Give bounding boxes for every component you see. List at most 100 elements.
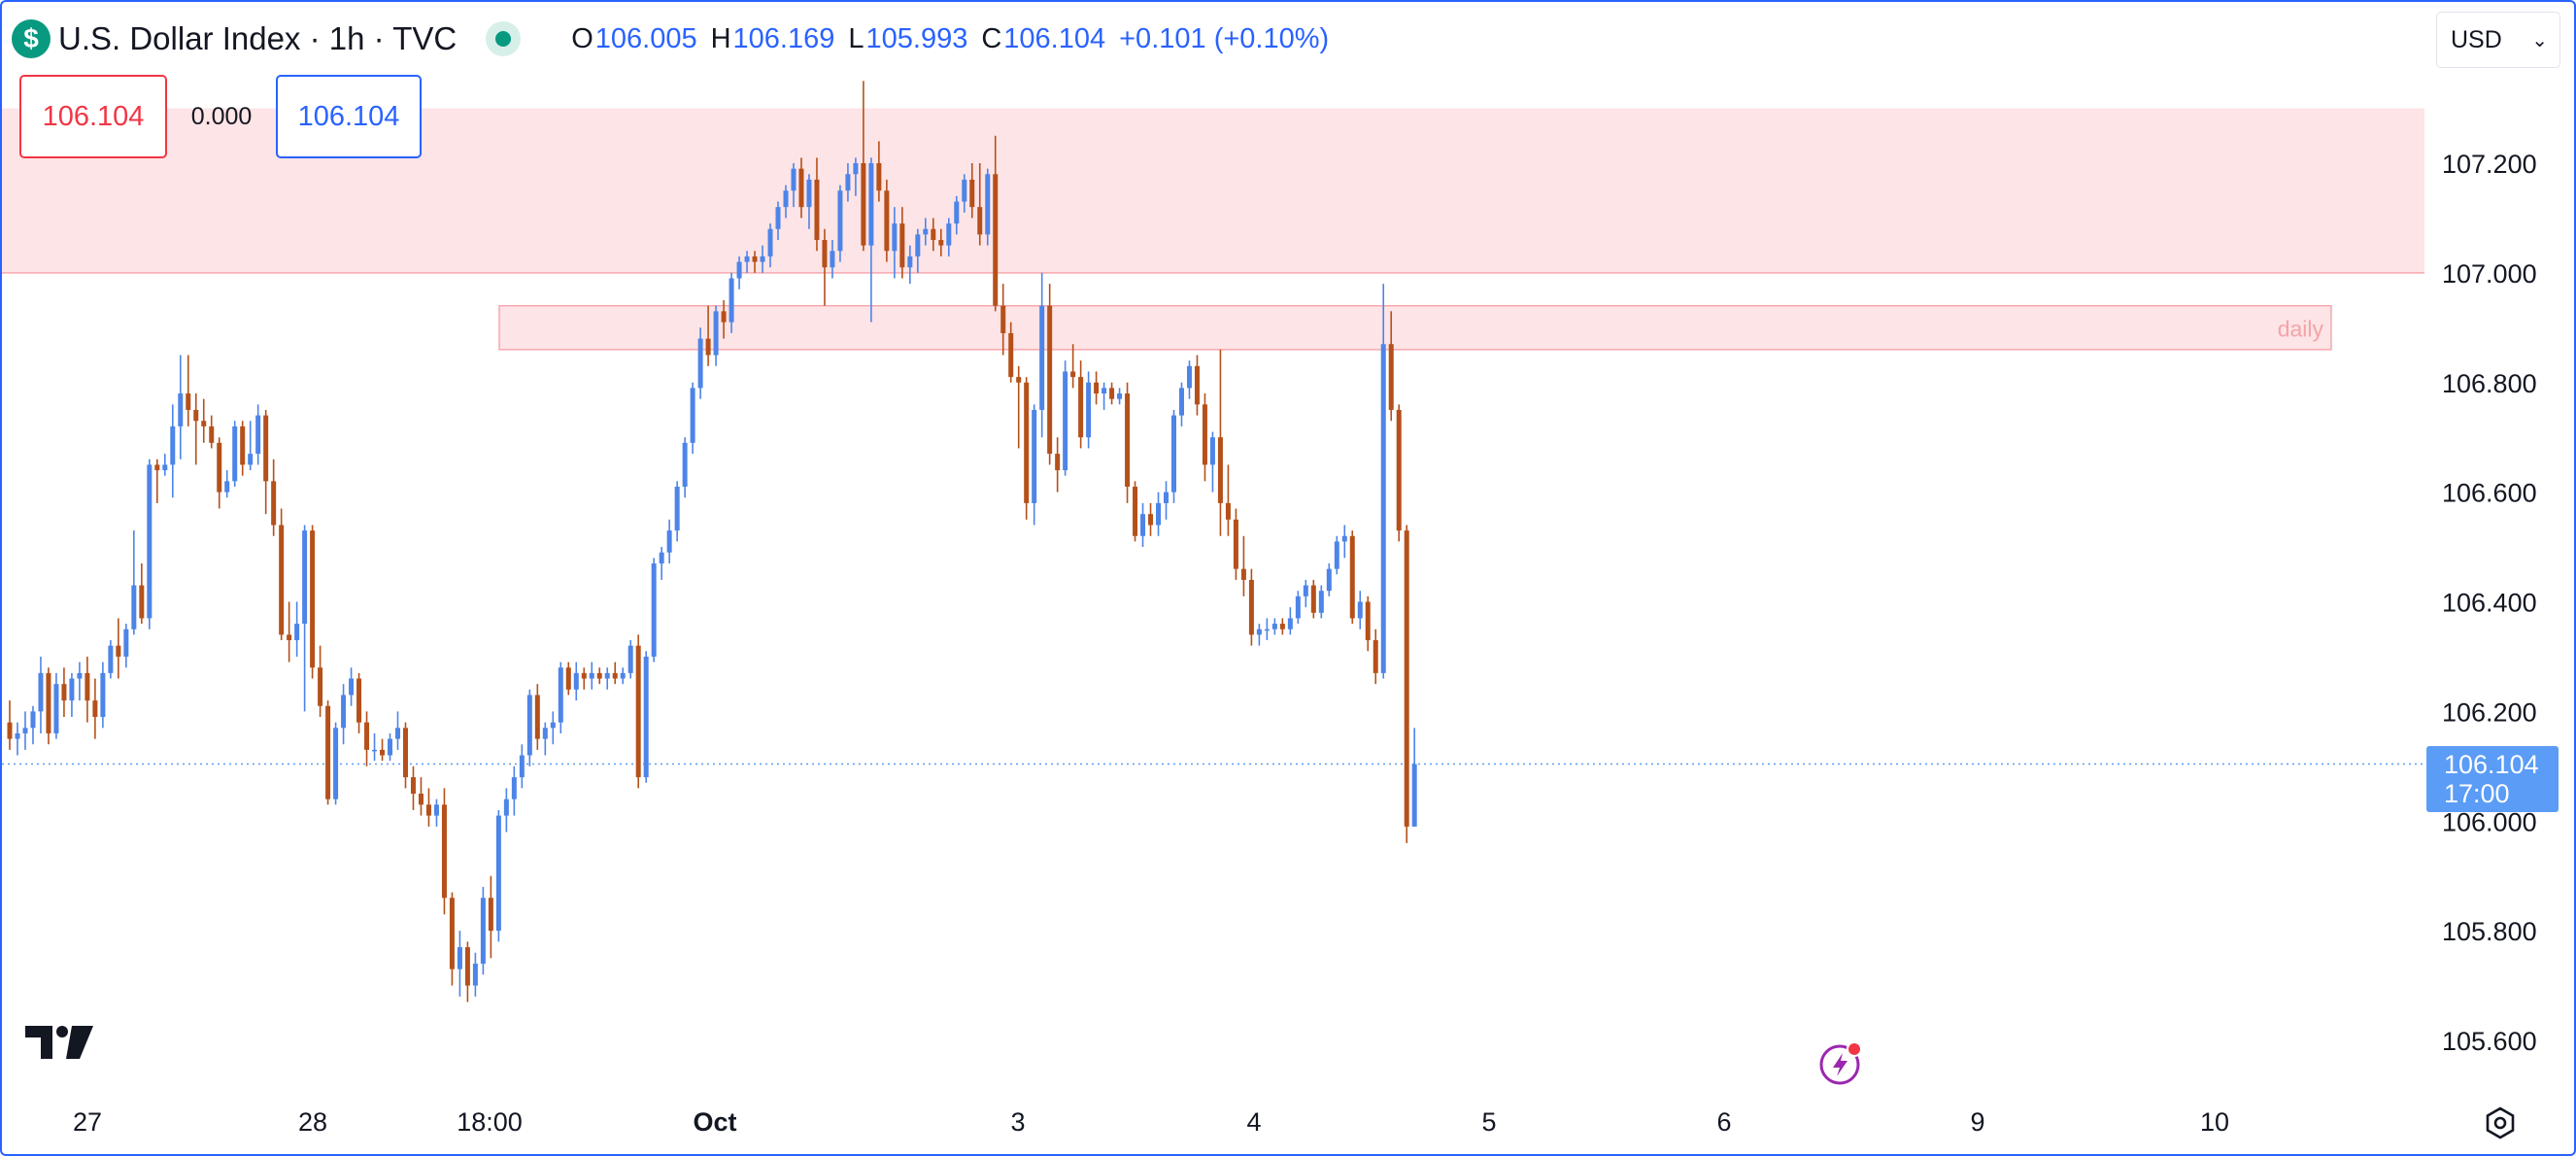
price-tick-label: 105.800	[2442, 917, 2537, 946]
candle-body	[1202, 404, 1207, 465]
candle-body	[402, 728, 408, 778]
candle-body	[1140, 514, 1146, 536]
candle-body	[410, 777, 416, 795]
candle-body	[1287, 618, 1293, 629]
candle-body	[1380, 344, 1386, 673]
candle	[798, 157, 804, 219]
candle-body	[1000, 305, 1006, 333]
candle-body	[287, 634, 292, 641]
candle-body	[1264, 629, 1270, 631]
candle-body	[511, 777, 517, 799]
candle	[1086, 371, 1092, 449]
open-label: O	[571, 22, 593, 54]
candle-body	[240, 425, 246, 465]
candle	[1186, 360, 1192, 399]
candle	[271, 459, 277, 536]
candle-body	[170, 425, 176, 465]
candle	[1133, 481, 1138, 542]
candle	[969, 163, 975, 219]
candle-body	[61, 684, 67, 701]
candle-body	[907, 255, 913, 268]
candle-body	[154, 464, 160, 471]
candle-body	[1008, 332, 1014, 378]
candle-body	[1164, 492, 1169, 503]
candle-body	[806, 179, 812, 208]
candle-body	[775, 207, 781, 229]
candle	[985, 168, 991, 246]
time-tick-label: 10	[2200, 1107, 2229, 1137]
last-price-value: 106.104	[2444, 750, 2539, 779]
candle-body	[892, 223, 898, 252]
candle-body	[814, 179, 820, 241]
sell-button[interactable]: 106.104	[19, 75, 167, 158]
candle-body	[915, 234, 921, 256]
candle	[635, 634, 641, 789]
candle-body	[853, 163, 859, 175]
candle-body	[1086, 382, 1092, 438]
candle	[954, 195, 960, 235]
candle-body	[1156, 502, 1162, 526]
price-tick-label: 107.000	[2442, 259, 2537, 289]
candle-body	[1117, 393, 1123, 399]
symbol-legend: $ U.S. Dollar Index · 1h · TVC O 106.005 …	[12, 12, 1345, 66]
buy-button[interactable]: 106.104	[276, 75, 422, 158]
candle-body	[1178, 388, 1184, 416]
candle-body	[1326, 568, 1332, 592]
candle	[464, 941, 470, 1003]
candle	[53, 672, 59, 739]
candle-body	[962, 179, 967, 202]
candle-body	[178, 393, 184, 426]
candle-body	[46, 672, 51, 733]
symbol-title[interactable]: U.S. Dollar Index · 1h · TVC	[58, 20, 458, 56]
candle	[1171, 409, 1176, 503]
candle-body	[318, 667, 323, 706]
dollar-sign-icon[interactable]: $	[12, 19, 51, 58]
candle-body	[356, 678, 362, 723]
candle-body	[480, 898, 486, 964]
currency-select[interactable]: USD ⌄	[2436, 12, 2560, 68]
candle	[1365, 595, 1371, 652]
close-value: 106.104	[1003, 22, 1106, 54]
candle-body	[1404, 530, 1409, 827]
candle	[1349, 530, 1355, 625]
candle	[380, 738, 386, 762]
candle	[1318, 585, 1324, 619]
candle-body	[845, 174, 851, 191]
time-tick-label: 9	[1970, 1107, 1984, 1137]
candle-body	[294, 624, 300, 641]
candle	[139, 562, 145, 625]
candle	[752, 251, 758, 273]
candle	[1380, 284, 1386, 679]
candle-body	[395, 728, 400, 739]
candle	[1341, 525, 1347, 559]
candle	[279, 508, 285, 641]
candle	[1303, 579, 1308, 608]
candle	[356, 672, 362, 733]
market-status-icon[interactable]	[486, 21, 522, 56]
time-tick-label: 28	[298, 1107, 327, 1137]
candle	[123, 624, 129, 668]
candle	[612, 662, 618, 685]
candle	[1000, 284, 1006, 356]
tradingview-logo-icon[interactable]	[25, 1024, 95, 1063]
candle	[433, 799, 439, 827]
time-tick-label: 5	[1481, 1107, 1496, 1137]
candle-body	[760, 255, 765, 262]
candle-body	[1125, 393, 1131, 487]
bar-countdown: 17:00	[2444, 779, 2510, 808]
candle-body	[1133, 486, 1138, 536]
candle	[550, 711, 556, 745]
candle-body	[713, 311, 719, 356]
candle	[217, 437, 222, 509]
lightning-icon[interactable]	[1818, 1039, 1865, 1086]
close-label: C	[981, 22, 1002, 54]
candle-body	[217, 442, 222, 493]
candle	[806, 174, 812, 229]
time-tick-label: 18:00	[457, 1107, 523, 1137]
settings-icon[interactable]	[2483, 1105, 2518, 1140]
candle	[1148, 502, 1154, 536]
candle	[1202, 393, 1207, 482]
candle-body	[1217, 437, 1223, 503]
candle	[892, 207, 898, 279]
